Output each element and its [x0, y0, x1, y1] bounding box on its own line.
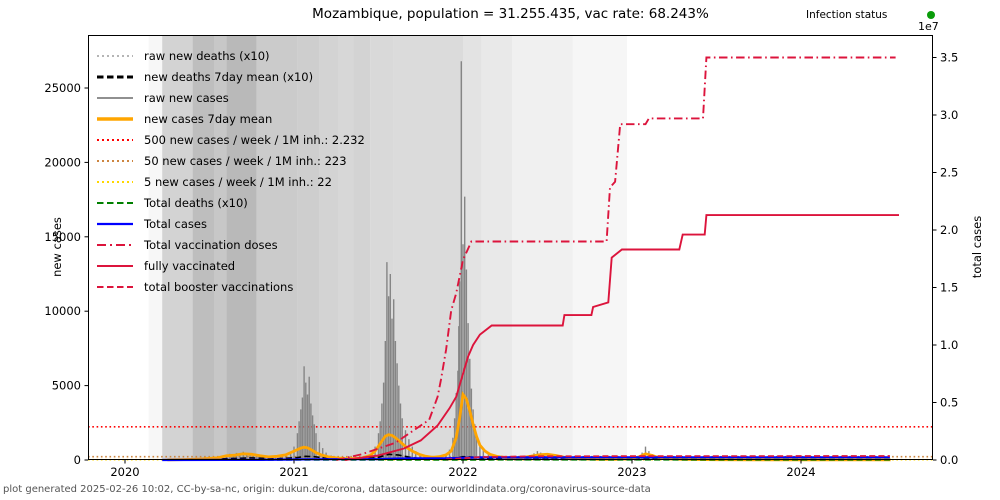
legend-item-4: 500 new cases / week / 1M inh.: 2.232 [96, 129, 365, 150]
right-tick-label: 1.5 [940, 281, 958, 295]
plot-area: 0 5000 10000 15000 20000 25000 0.0 0.5 1.0 1.5 2.0… [44, 35, 958, 479]
legend-label: Total deaths (x10) [144, 195, 248, 210]
legend-label: raw new cases [144, 90, 229, 105]
left-axis-title: new cases [50, 217, 64, 277]
legend-item-7: Total deaths (x10) [96, 192, 365, 213]
legend-line-sample [97, 96, 133, 99]
legend-line-sample [97, 222, 133, 225]
legend-label: raw new deaths (x10) [144, 48, 270, 63]
legend-line-sample [97, 264, 133, 267]
chart-canvas: 0 5000 10000 15000 20000 25000 0.0 0.5 1.0 1.5 2.0… [44, 35, 958, 479]
legend-item-8: Total cases [96, 213, 365, 234]
infection-status-label: Infection status [806, 9, 888, 21]
legend-line-sample [97, 116, 133, 121]
right-tick-label: 0.5 [940, 396, 958, 410]
footer-attribution: plot generated 2025-02-26 10:02, CC-by-s… [3, 484, 651, 495]
legend-line-sample [97, 201, 133, 204]
legend-item-0: raw new deaths (x10) [96, 45, 365, 66]
right-tick-label: 2.5 [940, 166, 958, 180]
axes: 0 5000 10000 15000 20000 25000 0.0 0.5 1.0 1.5 2.0… [44, 35, 958, 479]
legend-item-10: fully vaccinated [96, 255, 365, 276]
legend-item-9: Total vaccination doses [96, 234, 365, 255]
left-tick-label: 15000 [44, 230, 81, 244]
legend-label: new cases 7day mean [144, 111, 273, 126]
x-tick-label: 2021 [279, 465, 308, 479]
legend-label: Total cases [144, 216, 207, 231]
legend-label: 500 new cases / week / 1M inh.: 2.232 [144, 132, 365, 147]
legend-line-sample [97, 75, 133, 78]
chart-title: Mozambique, population = 31.255.435, vac… [312, 6, 709, 22]
infection-status-indicator-dot [927, 11, 935, 19]
legend-item-11: total booster vaccinations [96, 276, 365, 297]
legend-line-sample [97, 159, 133, 162]
legend-label: 50 new cases / week / 1M inh.: 223 [144, 153, 347, 168]
left-tick-label: 0 [74, 453, 81, 467]
legend-item-3: new cases 7day mean [96, 108, 365, 129]
legend-item-2: raw new cases [96, 87, 365, 108]
legend-label: Total vaccination doses [144, 237, 278, 252]
left-tick-label: 25000 [44, 81, 81, 95]
legend-label: fully vaccinated [144, 258, 236, 273]
legend-label: 5 new cases / week / 1M inh.: 22 [144, 174, 332, 189]
legend-item-1: new deaths 7day mean (x10) [96, 66, 365, 87]
right-axis-title: total cases [970, 215, 984, 279]
legend-line-sample [97, 138, 133, 141]
legend-label: total booster vaccinations [144, 279, 294, 294]
legend-item-6: 5 new cases / week / 1M inh.: 22 [96, 171, 365, 192]
chart-legend: raw new deaths (x10) new deaths 7day mean… [96, 45, 365, 297]
legend-line-sample [97, 243, 133, 246]
x-tick-label: 2022 [448, 465, 477, 479]
right-axis-offset-label: 1e7 [918, 20, 939, 33]
right-tick-label: 3.5 [940, 51, 958, 65]
legend-line-sample [97, 54, 133, 57]
left-tick-label: 20000 [44, 155, 81, 169]
right-tick-label: 3.0 [940, 108, 958, 122]
right-tick-label: 1.0 [940, 338, 958, 352]
infection-status-bands [148, 35, 627, 460]
legend-item-5: 50 new cases / week / 1M inh.: 223 [96, 150, 365, 171]
right-tick-label: 2.0 [940, 223, 958, 237]
x-tick-label: 2024 [786, 465, 815, 479]
legend-line-sample [97, 180, 133, 183]
left-tick-label: 5000 [52, 379, 81, 393]
x-tick-label: 2023 [617, 465, 646, 479]
legend-label: new deaths 7day mean (x10) [144, 69, 314, 84]
fully-vaccinated-line [344, 214, 899, 461]
right-tick-label: 0.0 [940, 453, 958, 467]
vaccination-doses-line [336, 56, 896, 461]
x-tick-label: 2020 [110, 465, 139, 479]
booster-line [446, 455, 890, 461]
legend-line-sample [97, 285, 133, 288]
left-tick-label: 10000 [44, 304, 81, 318]
